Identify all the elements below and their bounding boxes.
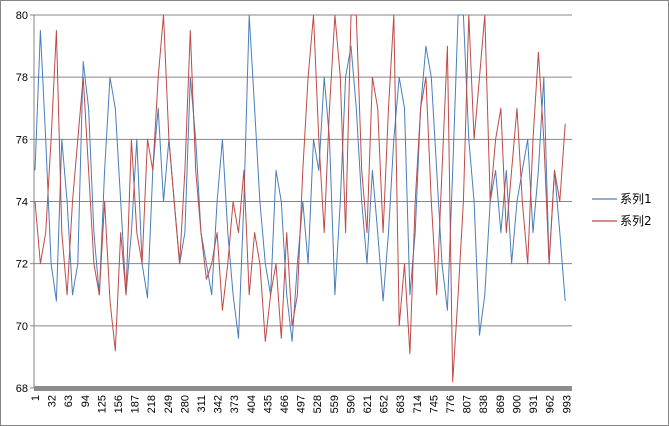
series-line-2 — [34, 14, 566, 383]
x-tick-label: 931 — [528, 395, 540, 413]
x-tick-label: 559 — [329, 395, 341, 413]
x-tick-label: 404 — [246, 395, 258, 413]
x-tick-label: 652 — [379, 395, 391, 413]
x-tick-label: 94 — [80, 395, 92, 407]
x-tick-label: 218 — [146, 395, 158, 413]
x-tick-label: 807 — [462, 395, 474, 413]
x-tick-label: 900 — [511, 395, 523, 413]
legend-item-2: 系列2 — [592, 214, 652, 228]
x-tick-label: 993 — [561, 395, 573, 413]
legend: 系列1 系列2 — [592, 192, 652, 228]
legend-label: 系列2 — [620, 214, 652, 228]
x-axis-tick-labels: 1 32 63 94 125 156 187 218 249 280 311 342 373 404 435… — [30, 395, 573, 413]
x-axis-floor — [34, 386, 572, 391]
x-tick-label: 187 — [130, 395, 142, 413]
x-tick-label: 745 — [428, 395, 440, 413]
y-tick-label: 70 — [16, 321, 28, 333]
x-tick-label: 962 — [545, 395, 557, 413]
x-tick-label: 311 — [196, 395, 208, 413]
x-tick-label: 63 — [63, 395, 75, 407]
legend-label: 系列1 — [620, 192, 652, 206]
y-tick-label: 78 — [16, 72, 28, 84]
x-tick-label: 342 — [213, 395, 225, 413]
x-tick-label: 590 — [345, 395, 357, 413]
series-line-1 — [34, 14, 566, 342]
y-tick-label: 80 — [16, 10, 28, 22]
x-tick-label: 280 — [179, 395, 191, 413]
y-axis-tick-labels: 68 70 72 74 76 78 80 — [16, 10, 28, 395]
x-tick-label: 466 — [279, 395, 291, 413]
y-tick-label: 76 — [16, 134, 28, 146]
x-tick-label: 156 — [113, 395, 125, 413]
y-tick-label: 72 — [16, 259, 28, 271]
x-tick-label: 528 — [312, 395, 324, 413]
x-tick-label: 869 — [495, 395, 507, 413]
x-tick-label: 683 — [395, 395, 407, 413]
x-tick-label: 435 — [262, 395, 274, 413]
series-lines — [34, 14, 566, 383]
x-tick-label: 838 — [478, 395, 490, 413]
x-tick-label: 249 — [163, 395, 175, 413]
y-tick-label: 68 — [16, 383, 28, 395]
x-tick-label: 373 — [229, 395, 241, 413]
y-tick-label: 74 — [16, 197, 28, 209]
x-tick-label: 1 — [30, 395, 42, 401]
x-tick-label: 776 — [445, 395, 457, 413]
x-tick-label: 621 — [362, 395, 374, 413]
x-tick-label: 32 — [47, 395, 59, 407]
x-tick-label: 714 — [412, 395, 424, 413]
legend-item-1: 系列1 — [592, 192, 652, 206]
x-tick-label: 125 — [96, 395, 108, 413]
x-tick-label: 497 — [296, 395, 308, 413]
